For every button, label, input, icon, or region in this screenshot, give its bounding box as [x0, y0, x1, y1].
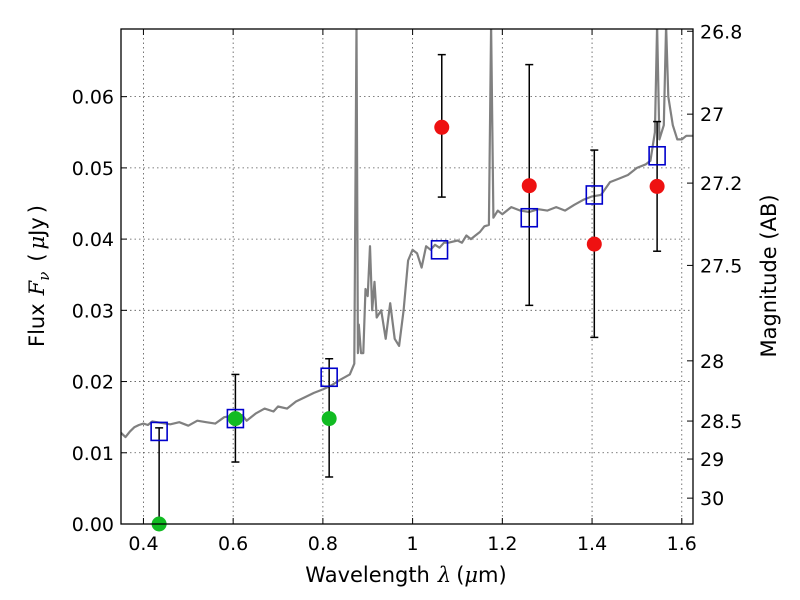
- red-flux-point: [586, 236, 602, 252]
- y-tick-label: 0.05: [72, 158, 114, 180]
- magnitude-tick-label: 29: [700, 449, 724, 471]
- x-tick-label: 1.6: [667, 533, 697, 555]
- model-photometry-box: [226, 408, 245, 429]
- magnitude-tick-label: 30: [700, 488, 724, 510]
- x-tick-label: 0.8: [308, 533, 338, 555]
- x-tick-label: 1.4: [577, 533, 607, 555]
- x-tick-label: 1: [407, 533, 419, 555]
- magnitude-tick-label: 27.5: [700, 255, 742, 277]
- magnitude-tick-label: 28.5: [700, 411, 742, 433]
- x-axis-label: Wavelength λ (μm): [305, 563, 506, 587]
- model-photometry-box: [520, 207, 539, 228]
- grid: [121, 29, 693, 525]
- y-tick-label: 0.06: [72, 87, 114, 109]
- x-tick-label: 1.2: [487, 533, 517, 555]
- measured-flux-markers: [151, 119, 665, 532]
- model-photometry-box: [430, 239, 449, 260]
- y-tick-label: 0.04: [72, 229, 114, 251]
- y-tick-label: 0.00: [72, 514, 114, 536]
- magnitude-tick-label: 27: [700, 104, 724, 126]
- red-flux-point: [434, 119, 450, 135]
- plot-frame: [120, 28, 694, 525]
- model-photometry-box: [648, 145, 666, 166]
- red-flux-point: [649, 178, 665, 194]
- model-photometry-box: [150, 421, 168, 442]
- red-flux-point: [521, 178, 537, 194]
- y-tick-label: 0.03: [72, 300, 114, 322]
- x-axis-ticks: 0.4 0.6 0.8 1 1.2 1.4 1.6: [128, 29, 697, 555]
- model-photometry-box: [585, 185, 604, 205]
- green-flux-point: [321, 411, 337, 427]
- y-axis-ticks: 0.00 0.01 0.02 0.03 0.04 0.05 0.06: [72, 87, 127, 536]
- y-tick-label: 0.02: [72, 372, 114, 394]
- y-tick-label: 0.01: [72, 443, 114, 465]
- magnitude-tick-label: 27.2: [700, 173, 742, 195]
- x-tick-label: 0.6: [218, 533, 248, 555]
- magnitude-axis-label: Magnitude (AB): [757, 194, 781, 357]
- y-axis-label: FluxFν(μJy): [25, 205, 53, 347]
- model-photometry-markers: [150, 145, 666, 442]
- magnitude-tick-label: 28: [700, 351, 724, 373]
- magnitude-tick-label: 26.8: [700, 21, 742, 43]
- magnitude-axis-ticks: 26.8 27 27.2 27.5 28 28.5 29 30: [687, 21, 742, 510]
- x-tick-label: 0.4: [128, 533, 158, 555]
- green-flux-point: [227, 411, 243, 427]
- model-photometry-box: [320, 367, 338, 388]
